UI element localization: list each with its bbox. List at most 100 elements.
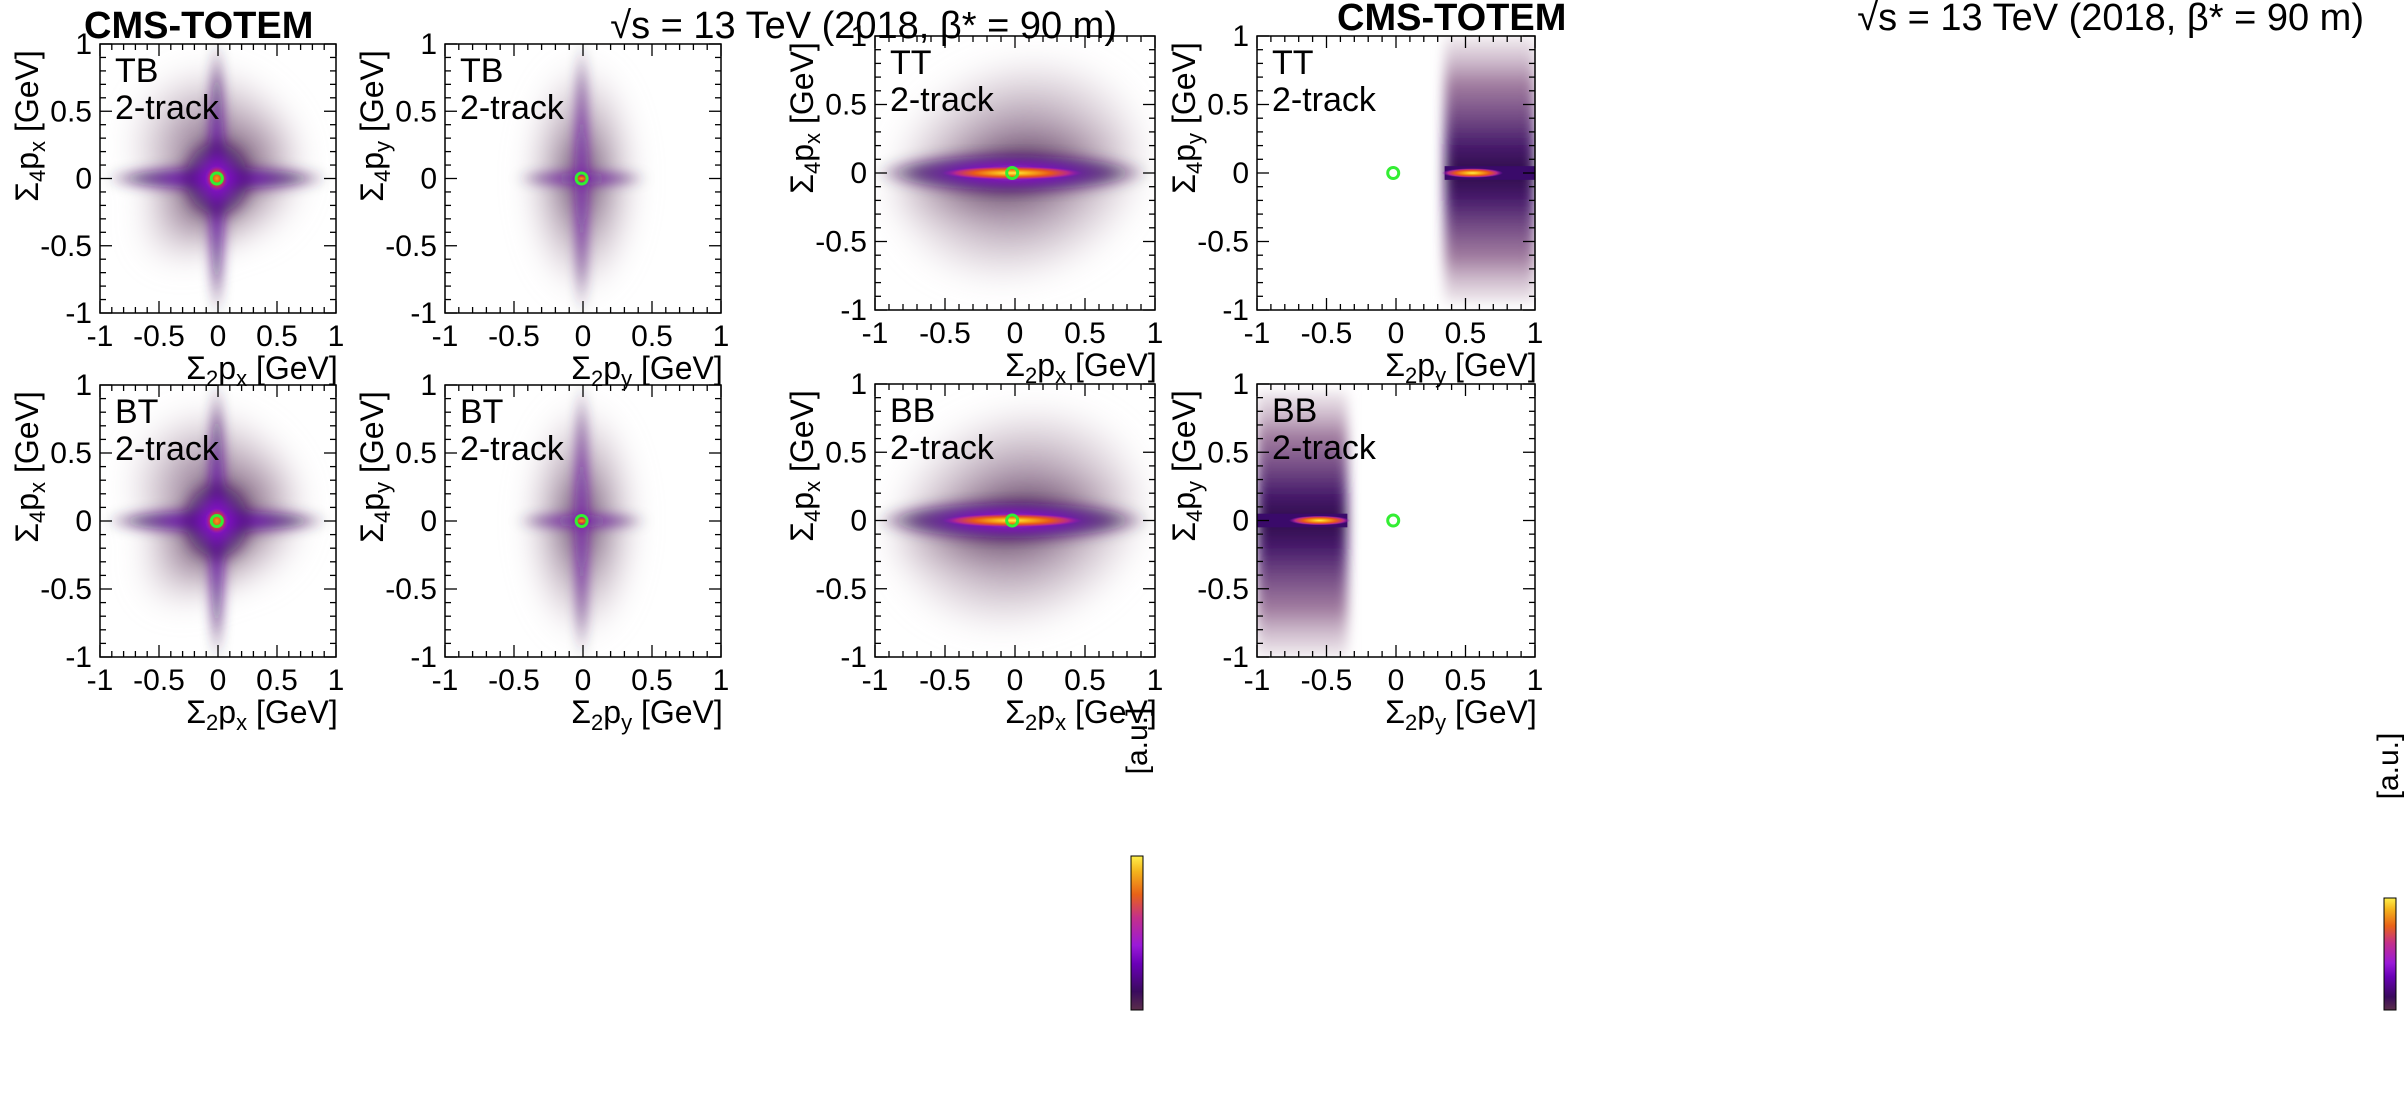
arm-configuration-label: TT <box>890 44 932 82</box>
x-tick-label: 0.5 <box>1445 317 1487 350</box>
colorbar-right: [a.u.] <box>2372 733 2404 1011</box>
plot-area <box>104 44 329 313</box>
y-axis-title: Σ4py [GeV] <box>1166 42 1207 194</box>
track-label: 2-track <box>890 81 995 119</box>
density-core <box>942 166 1083 180</box>
energy-label-right: √s = 13 TeV (2018, β* = 90 m) <box>1857 0 2364 39</box>
arm-configuration-label: BB <box>890 392 935 430</box>
x-axis-title: Σ2px [GeV] <box>1005 694 1157 735</box>
colorbar-right-title: [a.u.] <box>2372 733 2404 800</box>
y-axis-title: Σ4px [GeV] <box>9 50 50 202</box>
x-tick-label: -1 <box>87 320 114 353</box>
plot-area <box>515 385 648 657</box>
y-tick-label: -1 <box>65 297 92 330</box>
colorbar-left: [a.u.] <box>1121 708 1154 1011</box>
x-tick-label: -0.5 <box>919 664 971 697</box>
x-axis-title: Σ2py [GeV] <box>1385 347 1537 388</box>
x-tick-label: 1 <box>1147 664 1164 697</box>
y-tick-label: 0 <box>75 163 92 196</box>
x-tick-label: -1 <box>862 317 889 350</box>
arm-configuration-label: TT <box>1272 44 1314 82</box>
reference-marker <box>1386 166 1401 180</box>
y-tick-label: -1 <box>840 294 867 327</box>
y-tick-label: -1 <box>410 297 437 330</box>
x-tick-label: 0.5 <box>631 664 673 697</box>
colorbar-right-scale <box>2383 897 2397 1011</box>
track-label: 2-track <box>890 429 995 467</box>
x-tick-label: -1 <box>432 664 459 697</box>
y-tick-label: 1 <box>1232 20 1249 53</box>
density-band <box>1444 36 1535 304</box>
x-tick-label: 0 <box>1007 664 1024 697</box>
x-tick-label: -1 <box>1244 664 1271 697</box>
y-tick-label: -0.5 <box>385 573 437 606</box>
x-tick-label: 1 <box>328 320 345 353</box>
x-tick-label: -0.5 <box>1301 664 1353 697</box>
x-tick-label: 0 <box>210 320 227 353</box>
x-tick-label: 1 <box>328 664 345 697</box>
axis-ticks <box>874 383 1156 658</box>
y-tick-label: -0.5 <box>40 573 92 606</box>
x-tick-label: -1 <box>1244 317 1271 350</box>
y-tick-label: 0 <box>420 505 437 538</box>
y-tick-label: -0.5 <box>385 230 437 263</box>
y-tick-label: 1 <box>1232 368 1249 401</box>
track-label: 2-track <box>115 430 220 468</box>
reference-marker <box>209 171 224 186</box>
track-label: 2-track <box>460 430 565 468</box>
y-axis-title: Σ4px [GeV] <box>9 391 50 543</box>
y-tick-label: 0 <box>850 505 867 538</box>
x-axis-title: Σ2px [GeV] <box>1005 347 1157 388</box>
track-label: 2-track <box>115 89 220 127</box>
y-tick-label: -0.5 <box>1197 226 1249 259</box>
reference-marker <box>1005 166 1020 180</box>
arm-configuration-label: TB <box>460 52 503 90</box>
y-tick-label: 0.5 <box>1207 89 1249 122</box>
y-tick-label: 1 <box>75 369 92 402</box>
axis-ticks <box>444 43 722 314</box>
x-tick-label: 0 <box>210 664 227 697</box>
x-tick-label: 0 <box>1388 317 1405 350</box>
arm-configuration-label: BT <box>115 393 158 431</box>
reference-marker <box>1005 513 1020 528</box>
x-tick-label: -0.5 <box>133 320 185 353</box>
y-tick-label: 0 <box>75 505 92 538</box>
reference-marker <box>574 514 589 528</box>
y-tick-label: 0.5 <box>1207 436 1249 469</box>
track-label: 2-track <box>1272 81 1377 119</box>
axis-ticks <box>444 384 722 658</box>
y-tick-label: 0.5 <box>395 437 437 470</box>
x-axis-title: Σ2py [GeV] <box>571 350 723 391</box>
y-tick-label: 0 <box>1232 157 1249 190</box>
track-label: 2-track <box>460 89 565 127</box>
y-tick-label: 0.5 <box>395 95 437 128</box>
arm-configuration-label: TB <box>115 52 158 90</box>
x-tick-label: -0.5 <box>919 317 971 350</box>
y-tick-label: -0.5 <box>815 226 867 259</box>
y-tick-label: 1 <box>850 20 867 53</box>
plot-area <box>515 44 648 313</box>
x-axis-title: Σ2px [GeV] <box>186 694 338 735</box>
density-band <box>1257 390 1348 657</box>
x-tick-label: 1 <box>713 320 730 353</box>
x-tick-label: 1 <box>1527 317 1544 350</box>
plot-area <box>875 398 1155 638</box>
plot-area <box>1441 36 1535 304</box>
y-tick-label: 0.5 <box>825 89 867 122</box>
x-tick-label: -0.5 <box>1301 317 1353 350</box>
x-tick-label: 0.5 <box>1064 664 1106 697</box>
x-tick-label: -0.5 <box>133 664 185 697</box>
reference-marker <box>574 171 589 186</box>
y-tick-label: 0 <box>850 157 867 190</box>
x-tick-label: 1 <box>1527 664 1544 697</box>
y-tick-label: 0.5 <box>50 95 92 128</box>
reference-marker <box>209 514 224 528</box>
x-tick-label: -1 <box>432 320 459 353</box>
